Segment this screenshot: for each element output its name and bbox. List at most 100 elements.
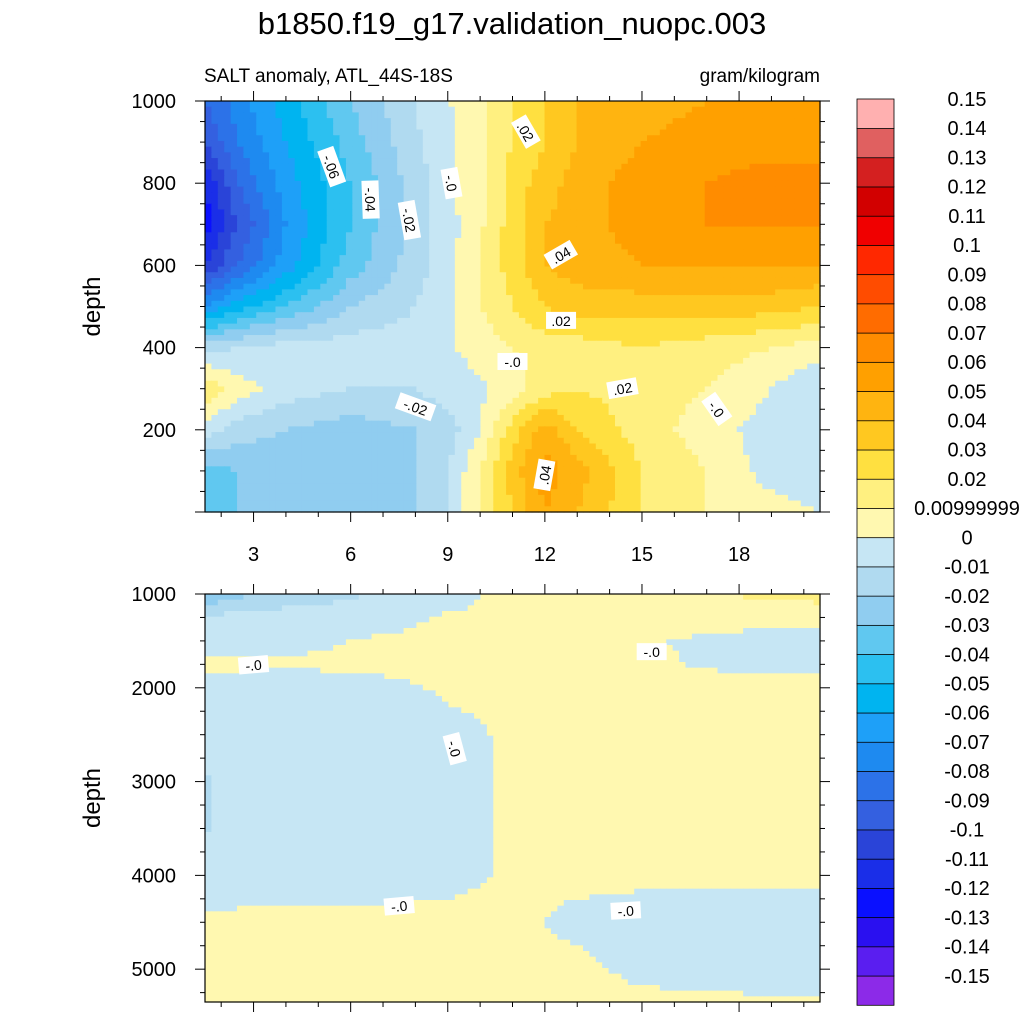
contour-cell [377, 220, 385, 228]
contour-cell [717, 346, 725, 353]
contour-cell [538, 306, 546, 313]
contour-cell [217, 255, 225, 262]
contour-cell [730, 106, 738, 114]
contour-cell [480, 220, 488, 228]
contour-cell [301, 335, 309, 342]
contour-cell [679, 369, 687, 376]
contour-cell [288, 312, 296, 319]
contour-cell [410, 135, 418, 142]
contour-cell [390, 180, 398, 188]
contour-cell [506, 220, 514, 228]
contour-cell [691, 357, 699, 365]
contour-cell [749, 101, 757, 108]
contour-cell [698, 249, 706, 256]
contour-cell [794, 112, 802, 119]
contour-cell [243, 380, 251, 388]
contour-cell [377, 192, 385, 199]
contour-cell [301, 283, 309, 290]
contour-cell [313, 192, 321, 199]
contour-cell [787, 317, 795, 325]
contour-cell [512, 215, 520, 222]
contour-cell [691, 289, 699, 296]
contour-cell [448, 129, 456, 136]
contour-cell [672, 283, 680, 290]
contour-cell [563, 295, 571, 302]
contour-cell [384, 106, 392, 114]
contour-cell [326, 283, 334, 290]
contour-cell [794, 175, 802, 182]
contour-cell [275, 266, 283, 273]
contour-cell [685, 215, 693, 222]
contour-cell [281, 266, 289, 273]
contour-cell [269, 340, 277, 348]
contour-cell [717, 255, 725, 262]
contour-cell [653, 101, 661, 108]
contour-cell [787, 295, 795, 302]
contour-cell [787, 340, 795, 348]
contour-cell [461, 238, 469, 245]
contour-cell [442, 312, 450, 319]
contour-cell [647, 152, 655, 159]
contour-cell [422, 118, 430, 125]
contour-cell [563, 146, 571, 153]
contour-cell [377, 392, 385, 399]
contour-cell [230, 312, 238, 319]
contour-cell [294, 101, 302, 108]
contour-cell [813, 203, 821, 211]
contour-cell [615, 158, 623, 165]
contour-cell [755, 175, 763, 182]
contour-cell [435, 140, 443, 148]
contour-cell [557, 158, 565, 165]
contour-cell [467, 140, 475, 148]
contour-cell [358, 135, 366, 142]
contour-cell [467, 226, 475, 233]
contour-cell [390, 158, 398, 165]
contour-cell [717, 352, 725, 359]
contour-cell [634, 140, 642, 148]
contour-cell [454, 306, 462, 313]
contour-cell [217, 306, 225, 313]
contour-cell [736, 375, 744, 382]
contour-cell [512, 317, 520, 325]
contour-cell [461, 123, 469, 131]
contour-cell [249, 106, 257, 114]
contour-cell [730, 392, 738, 399]
contour-cell [518, 317, 526, 325]
contour-cell [480, 277, 488, 285]
contour-cell [301, 266, 309, 273]
contour-cell [685, 243, 693, 251]
contour-cell [422, 272, 430, 279]
contour-cell [621, 106, 629, 114]
contour-cell [544, 101, 552, 108]
contour-cell [679, 300, 687, 308]
contour-cell [627, 209, 635, 216]
contour-cell [499, 203, 507, 211]
contour-cell [435, 238, 443, 245]
contour-cell [640, 283, 648, 290]
contour-cell [249, 129, 257, 136]
contour-cell [531, 220, 539, 228]
contour-cell [506, 129, 514, 136]
contour-cell [691, 295, 699, 302]
contour-cell [595, 135, 603, 142]
contour-cell [736, 169, 744, 176]
contour-cell [256, 249, 264, 256]
contour-cell [807, 163, 815, 171]
contour-cell [717, 272, 725, 279]
contour-cell [807, 232, 815, 239]
contour-cell [659, 255, 667, 262]
contour-cell [672, 306, 680, 313]
contour-cell [249, 255, 257, 262]
contour-cell [390, 140, 398, 148]
contour-cell [679, 357, 687, 365]
contour-cell [301, 220, 309, 228]
contour-cell [672, 186, 680, 193]
contour-cell [672, 203, 680, 211]
contour-cell [704, 158, 712, 165]
contour-cell [384, 272, 392, 279]
contour-cell [621, 129, 629, 136]
contour-cell [595, 226, 603, 233]
contour-cell [217, 346, 225, 353]
contour-cell [711, 192, 719, 199]
contour-cell [608, 118, 616, 125]
